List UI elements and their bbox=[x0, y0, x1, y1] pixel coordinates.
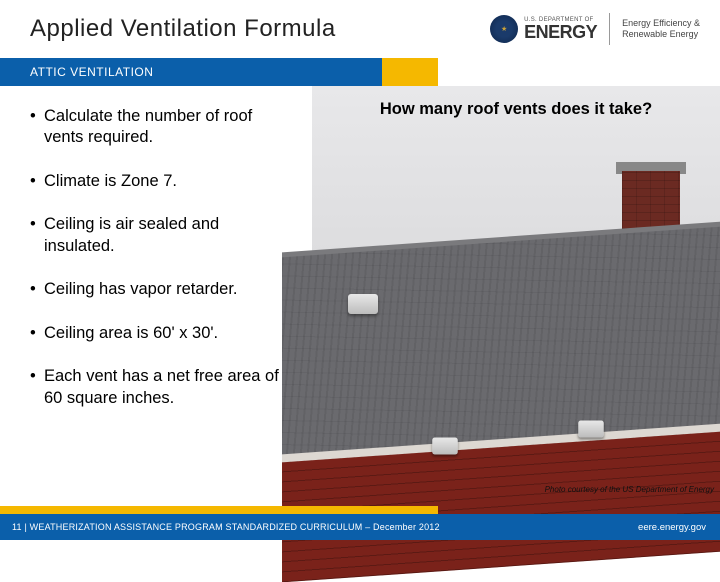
footer-left-text: 11 | WEATHERIZATION ASSISTANCE PROGRAM S… bbox=[12, 522, 440, 532]
bullet-item: Ceiling has vapor retarder. bbox=[30, 279, 294, 300]
main-content: Calculate the number of roof vents requi… bbox=[0, 86, 720, 498]
doe-seal-icon: ★ bbox=[490, 15, 518, 43]
eere-line2: Renewable Energy bbox=[622, 29, 700, 40]
band-spacer bbox=[438, 58, 720, 86]
slide-footer: 11 | WEATHERIZATION ASSISTANCE PROGRAM S… bbox=[0, 498, 720, 540]
slide-title: Applied Ventilation Formula bbox=[30, 15, 490, 43]
roof-vent-icon bbox=[578, 421, 604, 438]
photo-question: How many roof vents does it take? bbox=[312, 100, 720, 119]
band-yellow-accent bbox=[382, 58, 438, 86]
photo-credit: Photo courtesy of the US Department of E… bbox=[545, 485, 714, 494]
bullets-column: Calculate the number of roof vents requi… bbox=[0, 86, 312, 498]
roof-vent-icon bbox=[432, 438, 458, 455]
section-band: ATTIC VENTILATION bbox=[0, 58, 720, 86]
doe-wordmark: U.S. DEPARTMENT OF ENERGY bbox=[524, 17, 597, 41]
band-blue: ATTIC VENTILATION bbox=[0, 58, 382, 86]
bullet-item: Ceiling is air sealed and insulated. bbox=[30, 214, 294, 257]
eere-line1: Energy Efficiency & bbox=[622, 18, 700, 29]
footer-right-url: eere.energy.gov bbox=[638, 522, 706, 533]
footer-yellow-accent bbox=[0, 506, 438, 514]
eere-label: Energy Efficiency & Renewable Energy bbox=[622, 18, 700, 40]
bullet-item: Calculate the number of roof vents requi… bbox=[30, 106, 294, 149]
roof-vent-icon bbox=[348, 294, 378, 314]
bullet-item: Ceiling area is 60' x 30'. bbox=[30, 323, 294, 344]
bullet-list: Calculate the number of roof vents requi… bbox=[30, 106, 294, 409]
bullet-item: Climate is Zone 7. bbox=[30, 171, 294, 192]
footer-bar: 11 | WEATHERIZATION ASSISTANCE PROGRAM S… bbox=[0, 514, 720, 540]
section-label: ATTIC VENTILATION bbox=[30, 65, 153, 79]
bullet-item: Each vent has a net free area of 60 squa… bbox=[30, 366, 294, 409]
energy-word: ENERGY bbox=[524, 23, 597, 41]
logo-divider bbox=[609, 13, 610, 45]
doe-logo-block: ★ U.S. DEPARTMENT OF ENERGY Energy Effic… bbox=[490, 13, 700, 45]
slide-header: Applied Ventilation Formula ★ U.S. DEPAR… bbox=[0, 0, 720, 58]
photo-region: How many roof vents does it take? Photo … bbox=[312, 86, 720, 498]
